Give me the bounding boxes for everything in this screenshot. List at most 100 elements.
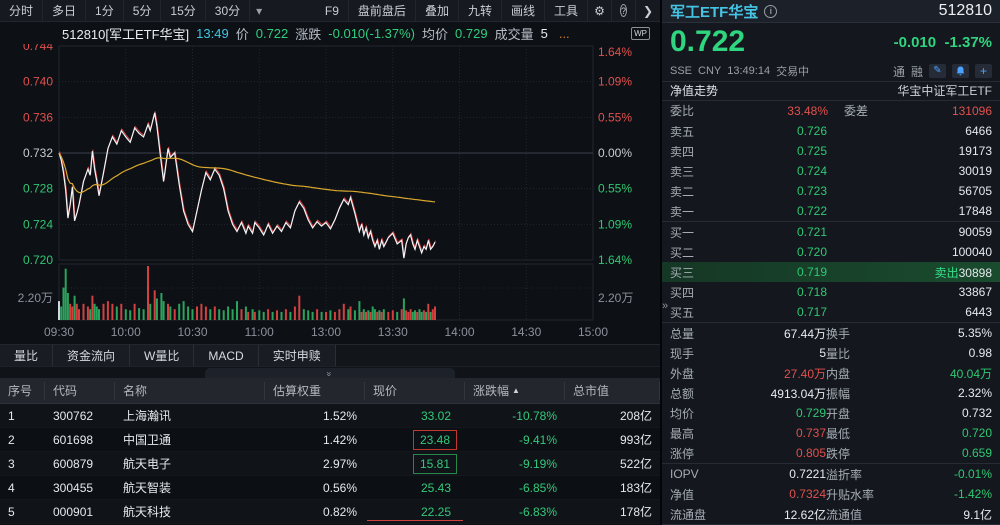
col-header-4[interactable]: 估算权重 <box>265 381 365 400</box>
level-volume: 56705 <box>958 184 992 198</box>
stat-label: 换手 <box>826 326 851 341</box>
toolbar-period-3[interactable]: 1分 <box>86 0 124 21</box>
change-percent: -6.83% <box>518 504 557 519</box>
stat-value: 0.732 <box>961 406 992 420</box>
stat-row: 净值 0.7324 升贴水率 -1.42% <box>662 484 1000 504</box>
add-to-watchlist-button[interactable]: + <box>975 64 992 79</box>
svg-text:0.740: 0.740 <box>23 75 53 89</box>
expand-panel-icon[interactable]: » <box>662 300 669 312</box>
col-header-1[interactable]: 序号 <box>0 381 45 400</box>
table-row[interactable]: 3 600879 航天电子 2.97% 15.81 -9.19% 522亿 <box>0 452 660 476</box>
collapse-handle[interactable]: » <box>205 367 455 378</box>
col-header-7[interactable]: 总市值 <box>565 381 660 400</box>
price: 22.25 <box>365 503 465 521</box>
intraday-chart[interactable]: 0.744 1.64% 0.740 1.09% 0.736 0.55% 0.732 0.00%… <box>0 44 660 344</box>
toolbar-period-2[interactable]: 多日 <box>43 0 87 21</box>
toolbar-period-5[interactable]: 15分 <box>161 0 206 21</box>
toolbar-period-4[interactable]: 5分 <box>124 0 162 21</box>
level-price: 0.718 <box>796 285 827 299</box>
bid-level-row[interactable]: 买二 0.720 100040 <box>662 242 1000 262</box>
chart-toolbar: 分时 多日 1分 5分 15分 30分 ▾ F9 盘前盘后 叠加 九转 画线 工具 ⚙? ❯ <box>0 0 660 22</box>
col-header-5[interactable]: 现价 <box>365 381 465 400</box>
table-row[interactable]: 4 300455 航天智装 0.56% 25.43 -6.85% 183亿 <box>0 476 660 500</box>
price: 23.48 <box>365 429 465 450</box>
toolbar-tool-5[interactable]: 画线 <box>502 0 545 21</box>
toolbar-tool-1[interactable]: F9 <box>316 0 349 21</box>
table-row[interactable]: 1 300762 上海瀚讯 1.52% 33.02 -10.78% 208亿 <box>0 404 660 428</box>
ask-level-row[interactable]: 卖一 0.722 17848 <box>662 201 1000 221</box>
info-icon[interactable]: i <box>764 4 778 18</box>
ask-level-row[interactable]: 卖五 0.726 6466 <box>662 121 1000 141</box>
market-cap: 178亿 <box>619 505 652 519</box>
stat-value: 0.729 <box>795 406 826 420</box>
ask-level-row[interactable]: 卖四 0.725 19173 <box>662 141 1000 161</box>
weibi-row: 委比 33.48% 委差 131096 <box>662 101 1000 121</box>
stock-code: 000901 <box>53 504 94 519</box>
stat-label: 涨停 <box>670 446 695 461</box>
toolbar-tool-6[interactable]: 工具 <box>545 0 588 21</box>
bid-level-row[interactable]: 买三 0.719 卖出30898 <box>662 262 1000 282</box>
table-row[interactable]: 2 601698 中国卫通 1.42% 23.48 -9.41% 993亿 <box>0 428 660 452</box>
stats-grid: 总量 67.44万 换手 5.35% 现手 5 量比 0.98 外盘 27.40万 内盘 40.04万… <box>662 323 1000 525</box>
bid-level-row[interactable]: 买一 0.721 90059 <box>662 222 1000 242</box>
price-value: 0.722 <box>255 25 289 41</box>
edit-button[interactable]: ✎ <box>929 64 946 79</box>
level-price: 0.717 <box>796 305 827 319</box>
level-label: 卖二 <box>670 184 695 199</box>
market-cap: 208亿 <box>619 409 652 423</box>
orderbook-divider <box>662 221 1000 222</box>
svg-text:0.728: 0.728 <box>23 182 53 196</box>
toolbar-spacer <box>268 0 316 21</box>
level-label: 卖三 <box>670 164 695 179</box>
stat-row: 最高 0.737 最低 0.720 <box>662 423 1000 443</box>
ask-level-row[interactable]: 卖二 0.723 56705 <box>662 181 1000 201</box>
alert-button[interactable] <box>952 64 969 79</box>
price-change: -0.010 -1.37% <box>894 34 992 51</box>
bid-level-row[interactable]: 买四 0.718 33867 <box>662 282 1000 302</box>
level-label: 卖一 <box>670 204 695 219</box>
toolbar-period-6[interactable]: 30分 <box>206 0 251 21</box>
index-name: 华宝中证军工ETF <box>897 84 992 99</box>
ask-level-row[interactable]: 卖三 0.724 30019 <box>662 161 1000 181</box>
price-flash-line <box>367 519 463 521</box>
settings-gear-icon[interactable]: ⚙ <box>588 0 612 21</box>
table-row[interactable]: 5 000901 航天科技 0.82% 22.25 -6.83% 178亿 <box>0 500 660 524</box>
tab-1[interactable]: 量比 <box>0 345 54 366</box>
wp-badge-icon[interactable]: WP <box>631 26 650 40</box>
tab-4[interactable]: MACD <box>194 345 259 366</box>
col-header-3[interactable]: 名称 <box>115 381 265 400</box>
svg-text:11:00: 11:00 <box>245 325 274 339</box>
col-header-2[interactable]: 代码 <box>45 381 115 400</box>
security-code: 512810 <box>938 2 992 20</box>
trading-status: 交易中 <box>776 66 810 79</box>
toolbar-tool-4[interactable]: 九转 <box>459 0 502 21</box>
security-name: 军工ETF华宝 <box>670 3 759 21</box>
svg-text:14:00: 14:00 <box>444 325 474 339</box>
tab-5[interactable]: 实时申赎 <box>258 345 336 366</box>
toolbar-period-1[interactable]: 分时 <box>0 0 44 21</box>
bid-level-row[interactable]: 买五 0.717 6443 <box>662 302 1000 322</box>
svg-text:13:30: 13:30 <box>378 325 408 339</box>
chevron-right-icon[interactable]: ❯ <box>642 3 654 18</box>
nav-trend-link[interactable]: 净值走势 <box>670 84 719 99</box>
quote-panel: » 军工ETF华宝 i 512810 0.722 -0.010 -1.37% S… <box>660 0 1000 525</box>
toolbar-tool-2[interactable]: 盘前盘后 <box>349 0 416 21</box>
weight: 1.42% <box>322 432 357 447</box>
level-label: 买四 <box>670 285 695 300</box>
stat-value: 2.32% <box>957 386 992 400</box>
toolbar-tool-3[interactable]: 叠加 <box>416 0 459 21</box>
period-dropdown-caret-icon[interactable]: ▾ <box>256 3 263 18</box>
weibi-label: 委比 <box>670 104 695 119</box>
nav-value-row[interactable]: 净值走势 华宝中证军工ETF <box>662 80 1000 101</box>
help-icon[interactable]: ? <box>612 0 636 21</box>
chart-time: 13:49 <box>196 25 229 41</box>
sell-out-tag: 卖出 <box>934 265 959 280</box>
stock-code: 600879 <box>53 456 94 471</box>
more-ellipsis[interactable]: ... <box>558 25 570 41</box>
stat-label: 总额 <box>670 386 695 401</box>
stock-name: 航天智装 <box>123 481 172 495</box>
tab-3[interactable]: W量比 <box>130 345 195 366</box>
svg-text:15:00: 15:00 <box>578 325 608 339</box>
tab-2[interactable]: 资金流向 <box>53 345 131 366</box>
col-header-6[interactable]: 涨跌幅 ▲ <box>465 381 565 400</box>
